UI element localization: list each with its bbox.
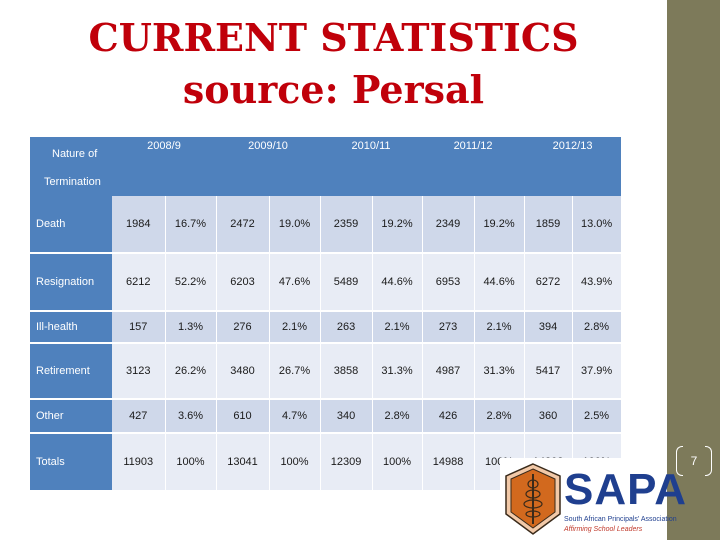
percent-cell: 1.3% xyxy=(165,311,217,344)
header-nature-of-termination: Nature of Termination xyxy=(30,137,112,196)
header-nature-line-2: Termination xyxy=(44,176,101,188)
row-label: Totals xyxy=(30,433,112,492)
table-row: Death 1984 16.7% 2472 19.0% 2359 19.2% 2349 19.2… xyxy=(30,196,622,254)
header-year: 2011/12 xyxy=(422,137,525,196)
count-cell: 13041 xyxy=(216,433,270,492)
percent-cell: 2.8% xyxy=(474,399,525,434)
header-year: 2009/10 xyxy=(216,137,321,196)
percent-cell: 2.8% xyxy=(372,399,423,434)
percent-cell: 19.0% xyxy=(269,196,321,254)
page-bracket-left xyxy=(676,446,683,476)
header-year: 2012/13 xyxy=(524,137,622,196)
table-row: Resignation 6212 52.2% 6203 47.6% 5489 44.6% 69… xyxy=(30,253,622,312)
table-row: Totals11903100%13041100%12309100%1498810… xyxy=(30,433,622,492)
percent-cell: 2.8% xyxy=(572,311,622,344)
percent-cell: 2.1% xyxy=(269,311,321,344)
percent-cell: 47.6% xyxy=(269,253,321,312)
count-cell: 11903 xyxy=(112,433,166,492)
table-header-row: Nature of Termination 2008/9 2009/10 201… xyxy=(30,137,622,196)
percent-cell: 4.7% xyxy=(269,399,321,434)
percent-cell: 44.6% xyxy=(372,253,423,312)
page-number-text: 7 xyxy=(690,454,698,468)
termination-statistics-table: Nature of Termination 2008/9 2009/10 201… xyxy=(30,137,622,492)
count-cell: 360 xyxy=(524,399,573,434)
count-cell: 3480 xyxy=(216,343,270,400)
sapa-logo: SAPA South African Principals' Associati… xyxy=(500,458,686,540)
count-cell: 12309 xyxy=(320,433,373,492)
count-cell: 427 xyxy=(112,399,166,434)
page-bracket-right xyxy=(705,446,712,476)
logo-name: SAPA xyxy=(564,465,687,514)
count-cell: 2349 xyxy=(422,196,475,254)
percent-cell: 13.0% xyxy=(572,196,622,254)
percent-cell: 2.1% xyxy=(474,311,525,344)
title-line-1: CURRENT STATISTICS xyxy=(88,15,579,60)
count-cell: 2359 xyxy=(320,196,373,254)
percent-cell: 100% xyxy=(372,433,423,492)
count-cell: 394 xyxy=(524,311,573,344)
percent-cell: 31.3% xyxy=(474,343,525,400)
count-cell: 3123 xyxy=(112,343,166,400)
count-cell: 14988 xyxy=(422,433,475,492)
percent-cell: 100% xyxy=(269,433,321,492)
count-cell: 276 xyxy=(216,311,270,344)
row-label: Retirement xyxy=(30,343,112,400)
count-cell: 610 xyxy=(216,399,270,434)
row-label: Ill-health xyxy=(30,311,112,344)
count-cell: 340 xyxy=(320,399,373,434)
logo-subtitle: South African Principals' Association xyxy=(564,516,677,523)
count-cell: 6953 xyxy=(422,253,475,312)
count-cell: 157 xyxy=(112,311,166,344)
logo-tagline: Affirming School Leaders xyxy=(564,526,643,533)
count-cell: 1859 xyxy=(524,196,573,254)
table-row: Ill-health 157 1.3% 276 2.1% 263 2.1% 273 2.1% 39… xyxy=(30,311,622,344)
count-cell: 5417 xyxy=(524,343,573,400)
percent-cell: 2.5% xyxy=(572,399,622,434)
percent-cell: 26.7% xyxy=(269,343,321,400)
row-label: Resignation xyxy=(30,253,112,312)
page-number: 7 xyxy=(676,446,712,476)
emblem-icon xyxy=(505,463,561,535)
row-label: Other xyxy=(30,399,112,434)
percent-cell: 52.2% xyxy=(165,253,217,312)
header-year: 2010/11 xyxy=(320,137,423,196)
count-cell: 273 xyxy=(422,311,475,344)
percent-cell: 43.9% xyxy=(572,253,622,312)
count-cell: 5489 xyxy=(320,253,373,312)
count-cell: 6272 xyxy=(524,253,573,312)
percent-cell: 44.6% xyxy=(474,253,525,312)
percent-cell: 26.2% xyxy=(165,343,217,400)
count-cell: 2472 xyxy=(216,196,270,254)
count-cell: 4987 xyxy=(422,343,475,400)
count-cell: 263 xyxy=(320,311,373,344)
percent-cell: 2.1% xyxy=(372,311,423,344)
count-cell: 6203 xyxy=(216,253,270,312)
count-cell: 1984 xyxy=(112,196,166,254)
count-cell: 6212 xyxy=(112,253,166,312)
table-row: Retirement 3123 26.2% 3480 26.7% 3858 31.3% 498… xyxy=(30,343,622,400)
percent-cell: 100% xyxy=(165,433,217,492)
header-nature-line-1: Nature of xyxy=(52,148,98,160)
slide-title: CURRENT STATISTICS source: Persal xyxy=(0,12,667,116)
percent-cell: 3.6% xyxy=(165,399,217,434)
percent-cell: 37.9% xyxy=(572,343,622,400)
percent-cell: 16.7% xyxy=(165,196,217,254)
percent-cell: 19.2% xyxy=(474,196,525,254)
table-row: Other 427 3.6% 610 4.7% 340 2.8% 426 2.8% 360 2.5% xyxy=(30,399,622,434)
percent-cell: 19.2% xyxy=(372,196,423,254)
title-line-2: source: Persal xyxy=(182,67,485,112)
percent-cell: 31.3% xyxy=(372,343,423,400)
row-label: Death xyxy=(30,196,112,254)
count-cell: 3858 xyxy=(320,343,373,400)
header-year: 2008/9 xyxy=(112,137,216,196)
count-cell: 426 xyxy=(422,399,475,434)
